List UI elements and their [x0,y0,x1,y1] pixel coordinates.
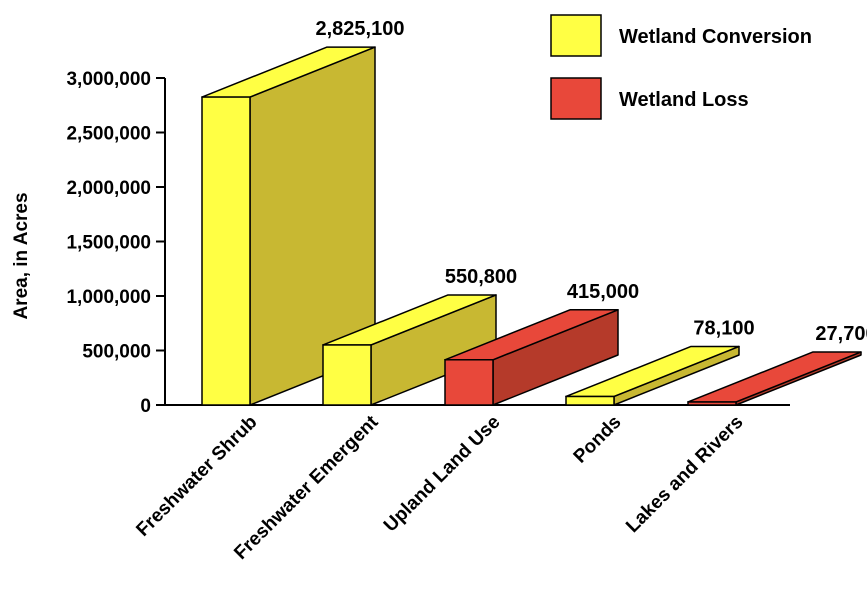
y-tick-label: 2,000,000 [66,178,151,199]
bar-front-face [565,395,615,406]
category-label: Upland Land Use [380,412,505,537]
y-axis: 0 500,000 1,000,000 1,500,000 2,000,000 2,500… [66,69,790,417]
y-axis-title: Area, in Acres [11,192,32,319]
legend-label: Wetland Conversion [619,26,812,48]
y-tick-label: 0 [140,396,151,417]
bar [322,294,497,406]
legend: Wetland Conversion Wetland Loss [550,14,812,120]
category-label: Freshwater Shrub [132,412,261,541]
data-label: 78,100 [693,317,754,339]
y-tick-label: 1,500,000 [66,233,151,254]
data-label: 550,800 [445,266,517,288]
legend-label: Wetland Loss [619,89,749,111]
data-label: 415,000 [567,281,639,303]
bar [565,345,740,406]
bar [444,309,619,406]
y-tick-label: 3,000,000 [66,69,151,90]
bar-front-face [322,344,372,406]
y-tick-label: 2,500,000 [66,124,151,145]
category-label: Lakes and Rivers [622,412,747,537]
bar [687,351,862,406]
legend-swatch [550,14,602,57]
bar-front-face [687,401,737,406]
bars: 2,825,100 550,800 415,000 78,100 27,700 [201,18,867,406]
legend-swatch [550,77,602,120]
y-tick-label: 500,000 [82,342,151,363]
legend-item: Wetland Conversion [550,14,812,57]
data-label: 2,825,100 [316,18,405,40]
bar-front-face [444,359,494,406]
data-label: 27,700 [815,323,867,345]
legend-item: Wetland Loss [550,77,749,120]
y-tick-label: 1,000,000 [66,287,151,308]
category-label: Ponds [570,412,626,468]
bar-front-face [201,96,251,406]
bar [201,46,376,406]
